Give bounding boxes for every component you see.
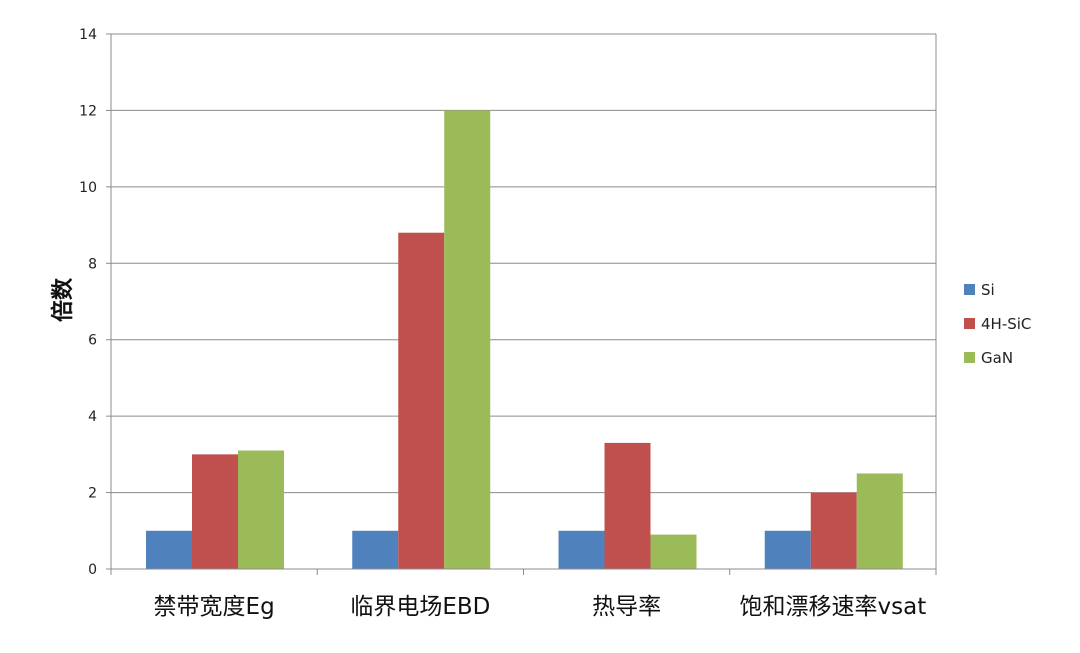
bar-gan (444, 110, 491, 569)
x-category-label: 热导率 (592, 594, 661, 620)
bar-4h-sic (604, 442, 651, 569)
legend-swatch (964, 284, 975, 295)
y-tick-label: 2 (88, 486, 97, 502)
y-tick-label: 8 (88, 256, 97, 272)
axes (106, 33, 937, 575)
bar-4h-sic (192, 454, 238, 569)
bars (146, 110, 903, 569)
legend-label: 4H-SiC (981, 315, 1031, 333)
bar-si (764, 530, 811, 569)
bar-gan (856, 473, 903, 569)
legend-label: Si (981, 281, 995, 299)
x-category-label: 临界电场EBD (350, 594, 490, 620)
y-tick-labels: 0 2 4 6 8 10 12 14 (79, 27, 97, 578)
bar-si (352, 530, 399, 569)
bar-4h-sic (398, 232, 445, 569)
y-tick-label: 0 (88, 562, 97, 578)
x-category-labels: 禁带宽度Eg 临界电场EBD 热导率 饱和漂移速率vsat (154, 594, 927, 620)
bar-4h-sic (810, 492, 857, 569)
x-category-label: 禁带宽度Eg (154, 594, 275, 620)
legend-swatch (964, 352, 975, 363)
x-category-label: 饱和漂移速率vsat (740, 594, 927, 620)
legend-swatch (964, 318, 975, 329)
bar-gan (650, 534, 697, 569)
bar-si (146, 530, 192, 569)
legend-label: GaN (981, 349, 1013, 367)
gridlines (111, 33, 936, 494)
y-tick-label: 10 (79, 180, 97, 196)
y-tick-label: 4 (88, 409, 97, 425)
bar-si (558, 530, 605, 569)
y-axis-label: 倍数 (50, 277, 76, 322)
y-tick-label: 12 (79, 103, 97, 119)
bar-gan (238, 450, 284, 569)
y-tick-label: 6 (88, 333, 97, 349)
legend: Si 4H-SiC GaN (964, 281, 1031, 367)
y-tick-label: 14 (79, 27, 97, 43)
